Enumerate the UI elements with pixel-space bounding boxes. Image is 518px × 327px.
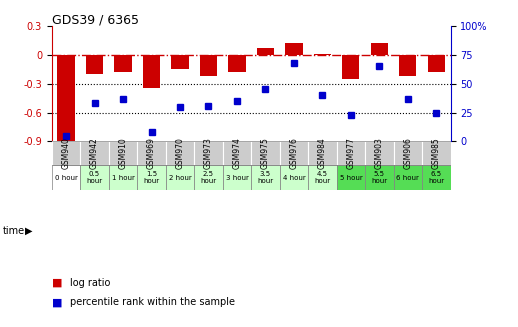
Bar — [86, 55, 103, 74]
Text: 2.5
hour: 2.5 hour — [200, 171, 217, 184]
Bar — [308, 165, 337, 190]
Bar — [280, 141, 308, 165]
Text: 3.5
hour: 3.5 hour — [257, 171, 274, 184]
Text: GSM906: GSM906 — [404, 137, 412, 169]
Text: GSM975: GSM975 — [261, 137, 270, 169]
Bar — [223, 141, 251, 165]
Bar — [280, 165, 308, 190]
Text: GSM910: GSM910 — [119, 138, 127, 169]
Text: ■: ■ — [52, 278, 62, 288]
Bar — [337, 141, 365, 165]
Text: GSM985: GSM985 — [432, 138, 441, 169]
Bar — [194, 165, 223, 190]
Text: percentile rank within the sample: percentile rank within the sample — [70, 298, 235, 307]
Bar — [114, 55, 132, 72]
Text: GSM970: GSM970 — [176, 137, 184, 169]
Bar — [342, 55, 359, 79]
Bar — [308, 141, 337, 165]
Bar — [422, 165, 451, 190]
Text: 2 hour: 2 hour — [169, 175, 191, 181]
Bar — [200, 55, 217, 76]
Text: 6.5
hour: 6.5 hour — [428, 171, 444, 184]
Bar — [52, 141, 80, 165]
Text: time: time — [3, 226, 25, 235]
Bar — [143, 55, 160, 88]
Bar — [166, 141, 194, 165]
Text: log ratio: log ratio — [70, 278, 110, 288]
Text: 0.5
hour: 0.5 hour — [87, 171, 103, 184]
Text: 1 hour: 1 hour — [111, 175, 135, 181]
Bar — [109, 165, 137, 190]
Bar — [337, 165, 365, 190]
Bar — [57, 55, 75, 141]
Bar — [166, 165, 194, 190]
Bar — [399, 55, 416, 76]
Text: 5 hour: 5 hour — [340, 175, 362, 181]
Bar — [80, 165, 109, 190]
Bar — [109, 141, 137, 165]
Bar — [422, 141, 451, 165]
Bar — [394, 165, 422, 190]
Bar — [365, 165, 394, 190]
Text: GSM969: GSM969 — [147, 137, 156, 169]
Bar — [137, 141, 166, 165]
Text: GSM977: GSM977 — [347, 137, 355, 169]
Bar — [365, 141, 394, 165]
Text: 3 hour: 3 hour — [225, 175, 249, 181]
Text: 4.5
hour: 4.5 hour — [314, 171, 330, 184]
Bar — [251, 165, 280, 190]
Text: ▶: ▶ — [25, 226, 32, 235]
Bar — [257, 48, 274, 55]
Bar — [80, 141, 109, 165]
Bar — [52, 165, 80, 190]
Text: ■: ■ — [52, 298, 62, 307]
Bar — [223, 165, 251, 190]
Bar — [314, 54, 331, 55]
Bar — [171, 55, 189, 69]
Text: 4 hour: 4 hour — [283, 175, 305, 181]
Bar — [228, 55, 246, 72]
Text: GSM940: GSM940 — [62, 137, 70, 169]
Text: GSM976: GSM976 — [290, 137, 298, 169]
Bar — [251, 141, 280, 165]
Bar — [394, 141, 422, 165]
Bar — [194, 141, 223, 165]
Text: GDS39 / 6365: GDS39 / 6365 — [52, 13, 139, 26]
Text: 5.5
hour: 5.5 hour — [371, 171, 387, 184]
Bar — [137, 165, 166, 190]
Bar — [371, 43, 388, 55]
Bar — [285, 43, 303, 55]
Text: GSM984: GSM984 — [318, 138, 327, 169]
Text: GSM903: GSM903 — [375, 137, 384, 169]
Text: GSM973: GSM973 — [204, 137, 213, 169]
Text: 1.5
hour: 1.5 hour — [143, 171, 160, 184]
Text: GSM974: GSM974 — [233, 137, 241, 169]
Text: 0 hour: 0 hour — [54, 175, 78, 181]
Bar — [428, 55, 445, 72]
Text: GSM942: GSM942 — [90, 138, 99, 169]
Text: 6 hour: 6 hour — [396, 175, 420, 181]
